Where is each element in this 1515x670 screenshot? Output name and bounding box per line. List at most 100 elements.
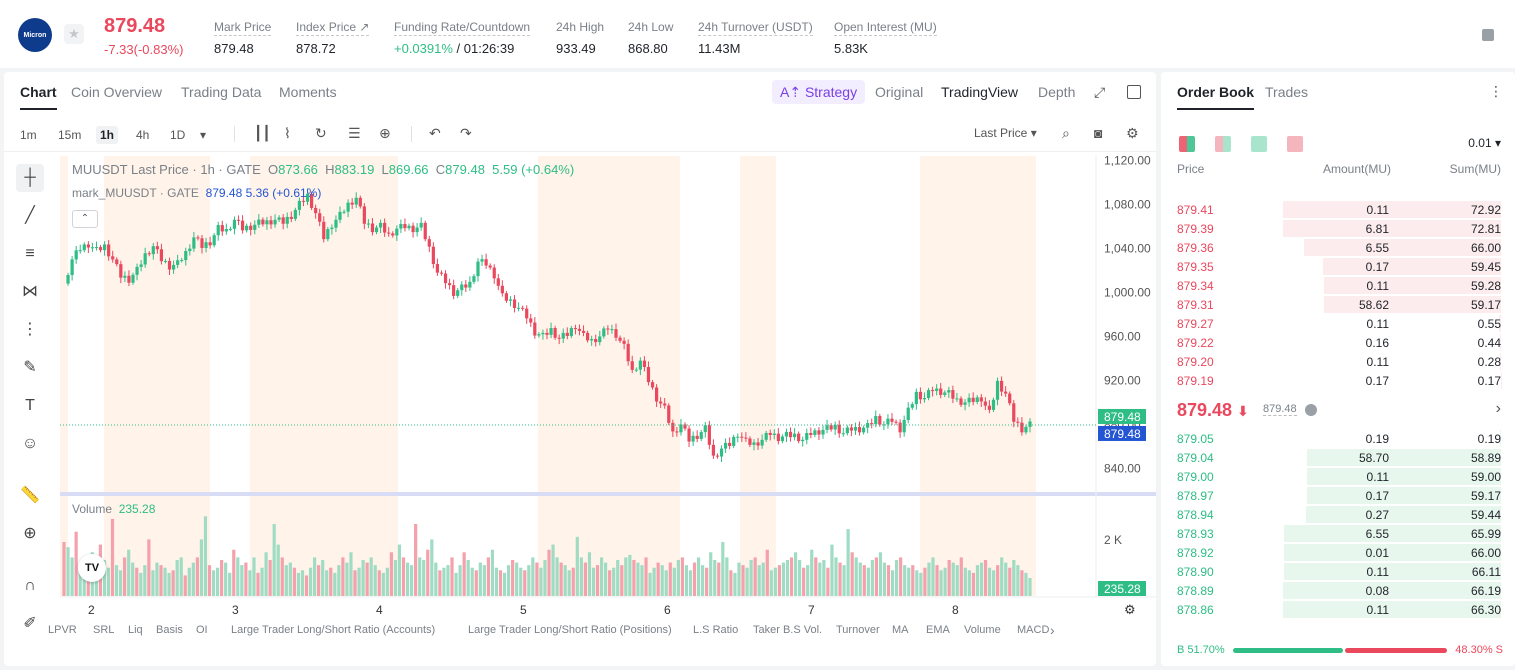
search-icon[interactable]: ⌕ xyxy=(1062,125,1070,141)
ask-row[interactable]: 879.36 6.55 66.00 xyxy=(1161,238,1515,257)
book-icon[interactable] xyxy=(1482,29,1494,41)
bid-row[interactable]: 879.04 58.70 58.89 xyxy=(1161,448,1515,467)
templates-icon[interactable]: ☰ xyxy=(348,125,361,141)
window-icon[interactable] xyxy=(1127,85,1141,99)
fullscreen-icon[interactable]: ⤢ xyxy=(1094,84,1106,100)
tab-trades[interactable]: Trades xyxy=(1265,84,1309,100)
fib-icon[interactable]: ⋮ xyxy=(22,321,38,338)
bid-row[interactable]: 878.86 0.11 66.30 xyxy=(1161,600,1515,619)
magnet-icon[interactable]: ∩ xyxy=(24,577,36,594)
crosshair-icon[interactable]: ┼ xyxy=(16,164,44,192)
candle xyxy=(1008,393,1012,404)
indicator-volume[interactable]: Volume xyxy=(964,624,1001,636)
ask-row[interactable]: 879.19 0.17 0.17 xyxy=(1161,371,1515,390)
ask-row[interactable]: 879.31 58.62 59.17 xyxy=(1161,295,1515,314)
candle xyxy=(537,334,541,336)
candle xyxy=(801,439,805,442)
funding-rate-stat[interactable]: Funding Rate/Countdown +0.0391% / 01:26:… xyxy=(394,18,531,56)
indicators-next-icon[interactable]: › xyxy=(1050,622,1055,638)
bid-row[interactable]: 879.05 0.19 0.19 xyxy=(1161,429,1515,448)
bid-row[interactable]: 879.00 0.11 59.00 xyxy=(1161,467,1515,486)
tab-order-book[interactable]: Order Book xyxy=(1177,84,1255,110)
chart-settings-icon[interactable]: ⚙ xyxy=(1124,602,1136,617)
favorite-star-icon[interactable]: ★ xyxy=(64,24,84,44)
tab-trading-data[interactable]: Trading Data xyxy=(181,84,262,100)
tradingview-logo[interactable]: TV xyxy=(78,554,106,582)
pencil-lock-icon[interactable]: ✐ xyxy=(23,615,37,632)
text-icon[interactable]: T xyxy=(25,397,35,414)
ask-row[interactable]: 879.20 0.11 0.28 xyxy=(1161,352,1515,371)
tab-moments[interactable]: Moments xyxy=(279,84,337,100)
timeframe-1d[interactable]: 1D xyxy=(170,128,186,142)
bid-row[interactable]: 878.93 6.55 65.99 xyxy=(1161,524,1515,543)
ask-row[interactable]: 879.22 0.16 0.44 xyxy=(1161,333,1515,352)
index-price-stat[interactable]: Index Price ↗ 878.72 xyxy=(296,18,370,56)
view-original[interactable]: Original xyxy=(875,84,924,100)
candle-type-icon[interactable]: ┃┃ xyxy=(254,125,271,141)
collapse-legend-button[interactable]: ⌃ xyxy=(72,210,98,228)
more-icon[interactable]: ⋮ xyxy=(1489,83,1503,99)
timeframe-1m[interactable]: 1m xyxy=(20,128,37,142)
layout-split-icon[interactable] xyxy=(1215,136,1231,152)
chevron-right-icon[interactable]: › xyxy=(1495,400,1501,417)
bid-row[interactable]: 878.90 0.11 66.11 xyxy=(1161,562,1515,581)
indicator-basis[interactable]: Basis xyxy=(156,624,183,636)
ask-row[interactable]: 879.41 0.11 72.92 xyxy=(1161,200,1515,219)
bid-row[interactable]: 878.97 0.17 59.17 xyxy=(1161,486,1515,505)
layout-bids-icon[interactable] xyxy=(1251,136,1267,152)
bid-row[interactable]: 878.92 0.01 66.00 xyxy=(1161,543,1515,562)
ask-row[interactable]: 879.39 6.81 72.81 xyxy=(1161,219,1515,238)
redo-icon[interactable]: ↷ xyxy=(460,125,472,141)
turnover-24h-stat[interactable]: 24h Turnover (USDT) 11.43M xyxy=(698,18,813,56)
indicator-liq[interactable]: Liq xyxy=(128,624,143,636)
indicator-large-trader-long-short-ratio-accounts-[interactable]: Large Trader Long/Short Ratio (Accounts) xyxy=(231,624,436,636)
open-interest-stat[interactable]: Open Interest (MU) 5.83K xyxy=(834,18,937,56)
indicator-oi[interactable]: OI xyxy=(196,624,208,636)
emoji-icon[interactable]: ☺ xyxy=(21,435,39,452)
bid-row[interactable]: 878.94 0.27 59.44 xyxy=(1161,505,1515,524)
view-tradingview[interactable]: TradingView xyxy=(941,84,1019,100)
indicator-ma[interactable]: MA xyxy=(892,624,909,636)
ask-row[interactable]: 879.27 0.11 0.55 xyxy=(1161,314,1515,333)
bid-row[interactable]: 878.89 0.08 66.19 xyxy=(1161,581,1515,600)
mid-price[interactable]: 879.48 ⬇ xyxy=(1177,400,1249,421)
mark-price-stat[interactable]: Mark Price 879.48 xyxy=(214,18,272,56)
indicator-taker-b-s-vol-[interactable]: Taker B.S Vol. xyxy=(753,624,823,636)
ruler-icon[interactable]: 📏 xyxy=(20,487,40,504)
indicator-large-trader-long-short-ratio-positions-[interactable]: Large Trader Long/Short Ratio (Positions… xyxy=(468,624,672,636)
timeframe-15m[interactable]: 15m xyxy=(58,128,82,142)
indicator-l-s-ratio[interactable]: L.S Ratio xyxy=(693,624,739,636)
timeframe-4h[interactable]: 4h xyxy=(136,128,150,142)
indicator-lpvr[interactable]: LPVR xyxy=(48,624,77,636)
trend-line-icon[interactable]: ╱ xyxy=(25,207,35,224)
pattern-icon[interactable]: ⋈ xyxy=(22,283,38,300)
brush-icon[interactable]: ✎ xyxy=(23,359,37,376)
gear-icon[interactable]: ⚙ xyxy=(1126,125,1139,141)
replay-icon[interactable]: ↻ xyxy=(315,125,327,141)
horizontal-lines-icon[interactable]: ≡ xyxy=(25,245,35,262)
ask-row[interactable]: 879.34 0.11 59.28 xyxy=(1161,276,1515,295)
camera-icon[interactable]: ◙ xyxy=(1094,125,1103,141)
strategy-button[interactable]: A⇡ Strategy xyxy=(772,80,866,104)
view-depth[interactable]: Depth xyxy=(1038,84,1076,100)
indicator-macd[interactable]: MACD xyxy=(1017,624,1050,636)
undo-icon[interactable]: ↶ xyxy=(429,125,441,141)
candle xyxy=(947,390,951,393)
tab-coin-overview[interactable]: Coin Overview xyxy=(71,84,163,100)
layout-asks-icon[interactable] xyxy=(1287,136,1303,152)
timeframe-1h[interactable]: 1h xyxy=(96,126,119,144)
tab-chart[interactable]: Chart xyxy=(20,84,57,110)
indicator-turnover[interactable]: Turnover xyxy=(836,624,880,636)
precision-select[interactable]: 0.01 ▾ xyxy=(1468,136,1501,150)
add-alert-icon[interactable]: ⊕ xyxy=(379,125,391,141)
chart-svg[interactable]: 840.00880.00920.00960.001,000.001,040.00… xyxy=(60,156,1156,626)
indicator-ema[interactable]: EMA xyxy=(926,624,950,636)
ask-row[interactable]: 879.35 0.17 59.45 xyxy=(1161,257,1515,276)
indicator-srl[interactable]: SRL xyxy=(93,624,115,636)
price-type-select[interactable]: Last Price ▾ xyxy=(974,126,1037,140)
timeframe-dropdown-icon[interactable]: ▾ xyxy=(200,128,207,142)
layout-both-icon[interactable] xyxy=(1179,136,1195,152)
indicators-icon[interactable]: ⌇ xyxy=(284,125,291,141)
zoom-in-icon[interactable]: ⊕ xyxy=(23,525,37,542)
candlestick-chart[interactable]: 840.00 880.00 920.00 960.00 1,000.00 1,040.00… xyxy=(60,156,1156,666)
